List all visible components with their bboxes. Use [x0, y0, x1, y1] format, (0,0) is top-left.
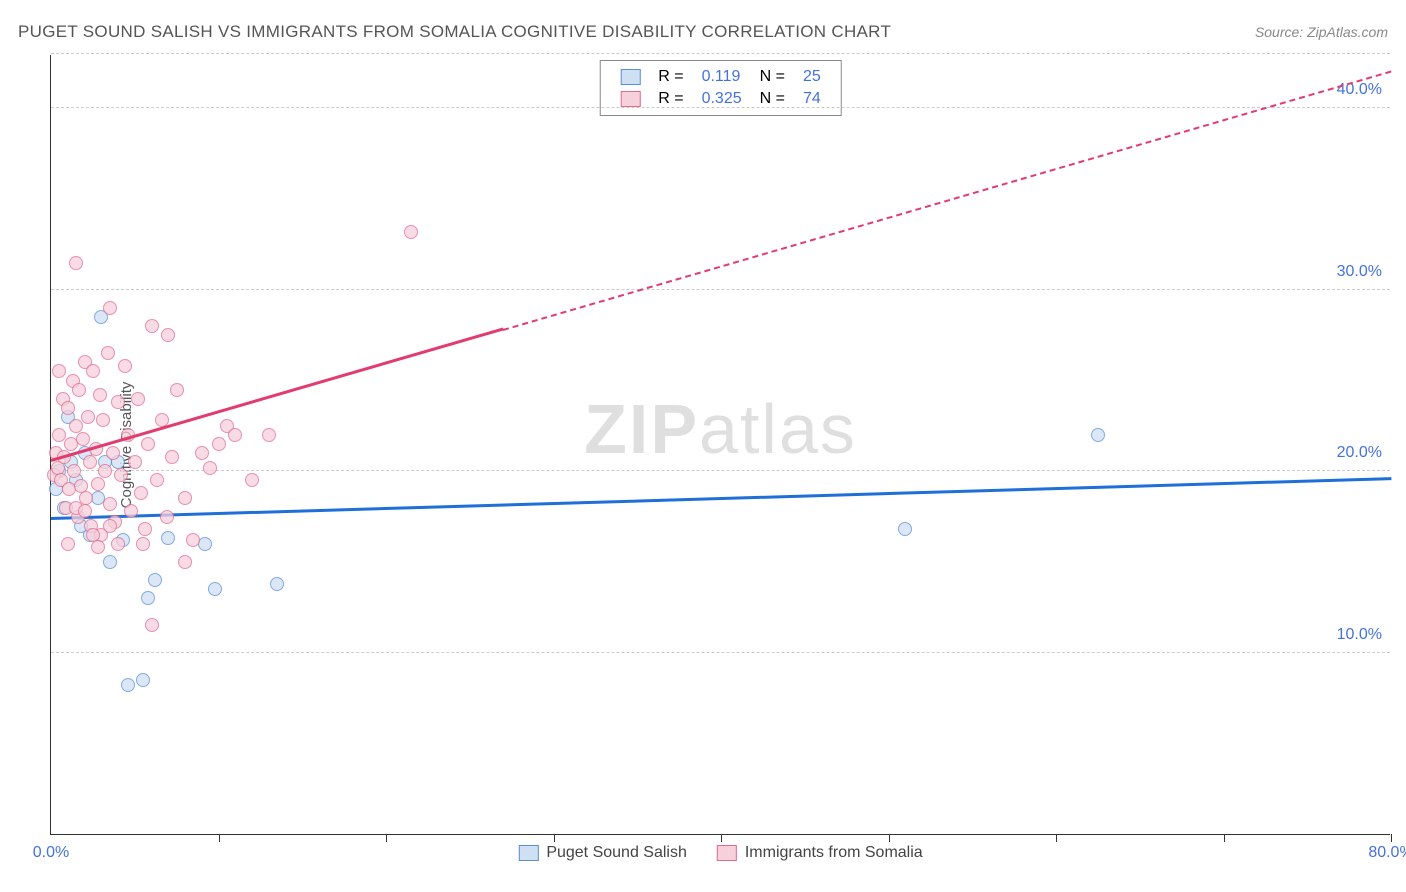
data-point	[76, 432, 90, 446]
data-point	[78, 504, 92, 518]
watermark: ZIPatlas	[584, 389, 857, 469]
data-point	[228, 428, 242, 442]
data-point	[91, 540, 105, 554]
data-point	[203, 461, 217, 475]
data-point	[118, 359, 132, 373]
plot-area: Cognitive Disability ZIPatlas R =0.119N …	[50, 55, 1390, 835]
x-tick	[554, 834, 555, 842]
data-point	[245, 473, 259, 487]
data-point	[160, 510, 174, 524]
data-point	[262, 428, 276, 442]
data-point	[114, 468, 128, 482]
legend-item: Immigrants from Somalia	[717, 844, 923, 862]
y-tick-label: 30.0%	[1337, 263, 1382, 281]
x-tick	[1224, 834, 1225, 842]
data-point	[61, 537, 75, 551]
data-point	[145, 319, 159, 333]
x-tick-label: 0.0%	[33, 844, 69, 862]
data-point	[52, 364, 66, 378]
data-point	[103, 497, 117, 511]
x-tick	[1391, 834, 1392, 842]
data-point	[61, 401, 75, 415]
data-point	[1091, 428, 1105, 442]
x-tick	[889, 834, 890, 842]
x-tick	[721, 834, 722, 842]
data-point	[161, 328, 175, 342]
y-tick-label: 20.0%	[1337, 444, 1382, 462]
data-point	[101, 346, 115, 360]
x-tick-label: 80.0%	[1368, 844, 1406, 862]
gridline-h	[51, 470, 1390, 471]
data-point	[136, 537, 150, 551]
data-point	[170, 383, 184, 397]
y-tick-label: 10.0%	[1337, 626, 1382, 644]
gridline-h	[51, 289, 1390, 290]
data-point	[134, 486, 148, 500]
data-point	[86, 364, 100, 378]
data-point	[136, 673, 150, 687]
data-point	[72, 383, 86, 397]
data-point	[898, 522, 912, 536]
x-tick	[1056, 834, 1057, 842]
data-point	[103, 519, 117, 533]
data-point	[404, 225, 418, 239]
data-point	[81, 410, 95, 424]
data-point	[103, 555, 117, 569]
data-point	[106, 446, 120, 460]
data-point	[111, 395, 125, 409]
data-point	[195, 446, 209, 460]
data-point	[91, 477, 105, 491]
data-point	[145, 618, 159, 632]
data-point	[212, 437, 226, 451]
data-point	[98, 464, 112, 478]
data-point	[148, 573, 162, 587]
data-point	[138, 522, 152, 536]
data-point	[93, 388, 107, 402]
gridline-h	[51, 53, 1390, 54]
x-tick	[219, 834, 220, 842]
x-tick	[386, 834, 387, 842]
source-label: Source: ZipAtlas.com	[1255, 24, 1388, 40]
data-point	[141, 591, 155, 605]
data-point	[208, 582, 222, 596]
stats-row: R =0.119N =25	[612, 67, 829, 87]
gridline-h	[51, 652, 1390, 653]
gridline-h	[51, 107, 1390, 108]
data-point	[103, 301, 117, 315]
data-point	[131, 392, 145, 406]
stats-row: R =0.325N =74	[612, 89, 829, 109]
data-point	[178, 555, 192, 569]
data-point	[121, 678, 135, 692]
data-point	[128, 455, 142, 469]
data-point	[69, 256, 83, 270]
data-point	[270, 577, 284, 591]
data-point	[161, 531, 175, 545]
legend-item: Puget Sound Salish	[518, 844, 687, 862]
data-point	[124, 504, 138, 518]
data-point	[83, 455, 97, 469]
data-point	[67, 464, 81, 478]
chart-title: PUGET SOUND SALISH VS IMMIGRANTS FROM SO…	[18, 22, 891, 42]
data-point	[111, 537, 125, 551]
data-point	[178, 491, 192, 505]
data-point	[186, 533, 200, 547]
data-point	[150, 473, 164, 487]
data-point	[165, 450, 179, 464]
data-point	[141, 437, 155, 451]
data-point	[96, 413, 110, 427]
series-legend: Puget Sound Salish Immigrants from Somali…	[518, 844, 922, 862]
